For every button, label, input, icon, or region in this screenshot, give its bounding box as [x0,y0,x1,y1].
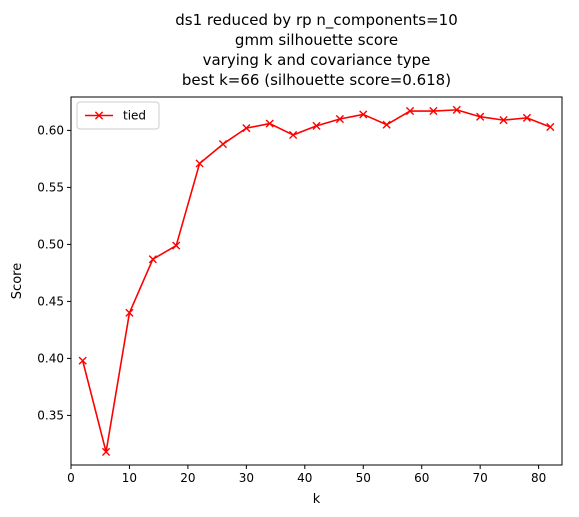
x-tick-label: 0 [67,471,75,485]
data-point [452,105,461,114]
data-point [101,447,111,456]
x-tick-label: 80 [531,471,546,485]
title-line: gmm silhouette score [235,31,398,49]
x-tick-label: 50 [356,471,371,485]
data-point [265,119,274,128]
data-point [78,356,87,365]
y-tick-label: 0.40 [37,351,64,365]
data-point [499,116,508,125]
data-point [218,139,228,149]
data-point [429,106,438,116]
title-line: ds1 reduced by rp n_components=10 [175,11,457,30]
data-point [148,255,157,264]
y-axis-label: Score [10,263,25,299]
data-point [125,308,134,317]
data-point [359,110,368,119]
x-tick-label: 20 [180,471,195,485]
y-axis: 0.35 0.40 0.45 0.50 0.55 0.60 [37,123,71,422]
x-tick-label: 40 [297,471,312,485]
data-point [476,112,485,121]
plot-area [70,96,563,466]
y-tick-label: 0.60 [37,123,64,137]
data-point [312,121,321,130]
x-axis: 0 10 20 30 40 50 60 70 80 [67,465,546,485]
data-point [195,159,204,168]
y-tick-label: 0.55 [37,180,64,194]
x-tick-label: 70 [473,471,488,485]
x-tick-label: 30 [239,471,254,485]
y-tick-label: 0.50 [37,237,64,251]
data-point [172,241,181,250]
y-tick-label: 0.35 [37,408,64,422]
data-point [405,106,415,116]
data-point [382,120,391,129]
series-group [78,105,555,456]
title-line: varying k and covariance type [203,51,431,69]
x-tick-label: 60 [414,471,429,485]
title-line: best k=66 (silhouette score=0.618) [182,71,451,89]
legend-label: tied [123,109,146,123]
data-point [242,124,251,133]
legend-box [76,101,160,130]
x-tick-label: 10 [122,471,137,485]
data-point [522,113,532,122]
x-axis-label: k [313,492,321,507]
y-tick-label: 0.45 [37,294,64,308]
data-point [335,114,344,124]
data-point [289,130,298,140]
data-point [546,122,555,132]
series-line-tied [81,109,551,453]
legend: tied [76,101,160,130]
